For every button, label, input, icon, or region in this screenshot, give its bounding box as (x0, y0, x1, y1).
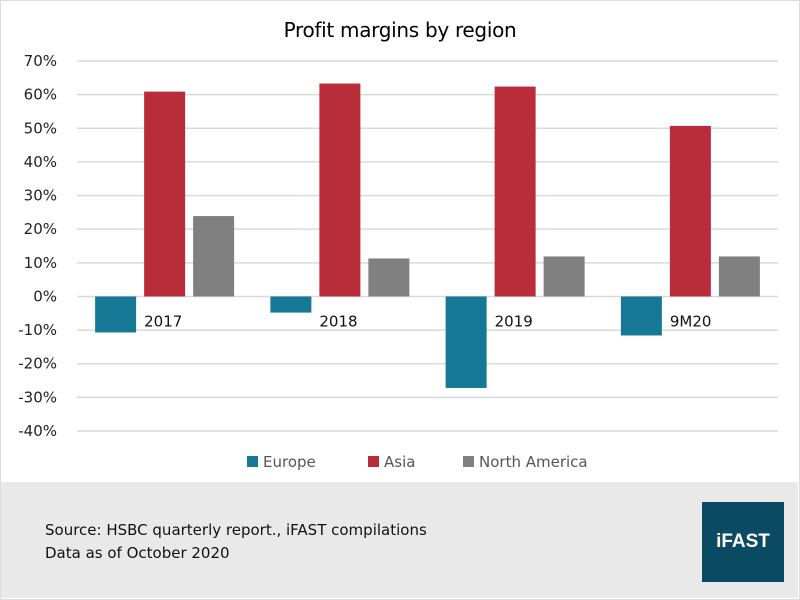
legend-swatch (247, 456, 258, 467)
bar-north-america-2019 (543, 256, 585, 297)
date-line: Data as of October 2020 (45, 544, 230, 562)
legend-label: Asia (384, 453, 415, 471)
ifast-logo: iFAST (702, 502, 784, 582)
y-tick-label: 30% (24, 187, 57, 205)
y-tick-label: 0% (33, 287, 57, 305)
source-note: Source: HSBC quarterly report., iFAST co… (45, 519, 427, 565)
bar-north-america-9m20 (718, 256, 760, 297)
bar-north-america-2017 (193, 216, 235, 297)
y-tick-label: -40% (18, 422, 57, 440)
category-label: 2017 (144, 312, 182, 330)
source-line: Source: HSBC quarterly report., iFAST co… (45, 521, 427, 539)
legend-swatch (368, 456, 379, 467)
chart-plot: 70%60%50%40%30%20%10%0%-10%-20%-30%-40% … (18, 52, 778, 471)
legend: Europe Asia North America (247, 453, 588, 471)
legend-label: North America (479, 453, 588, 471)
bar-europe-9m20 (620, 296, 662, 336)
bar-europe-2018 (270, 296, 312, 313)
y-tick-label: 10% (24, 254, 57, 272)
y-tick-label: -10% (18, 321, 57, 339)
bar-asia-9m20 (669, 125, 711, 297)
legend-label: Europe (263, 453, 316, 471)
y-tick-label: 70% (24, 52, 57, 70)
y-tick-label: -30% (18, 388, 57, 406)
bar-asia-2017 (144, 91, 186, 297)
gridlines (77, 60, 778, 432)
y-tick-label: 50% (24, 119, 57, 137)
category-label: 2019 (495, 312, 533, 330)
y-axis-ticks: 70% 60% 50% 40% 30% 20% 10% 0% -10% -20% -30% -40% (18, 52, 57, 440)
chart-title: Profit margins by region (283, 18, 517, 42)
bar-europe-2019 (445, 296, 487, 388)
footer: Source: HSBC quarterly report., iFAST co… (1, 482, 798, 598)
y-tick-label: -20% (18, 355, 57, 373)
y-tick-label: 60% (24, 86, 57, 104)
category-label: 2018 (319, 312, 357, 330)
y-tick-label: 20% (24, 220, 57, 238)
bar-europe-2017 (95, 296, 137, 333)
legend-swatch (463, 456, 474, 467)
bar-asia-2019 (494, 86, 536, 297)
category-label: 9M20 (670, 312, 712, 330)
bar-north-america-2018 (368, 258, 410, 297)
bar-asia-2018 (319, 83, 361, 297)
category-labels: 2017 2018 2019 9M20 (144, 312, 711, 330)
y-tick-label: 40% (24, 153, 57, 171)
bars (95, 83, 760, 388)
